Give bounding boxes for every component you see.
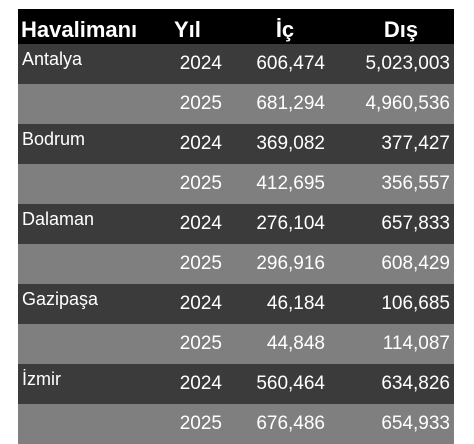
header-international: Dış <box>328 9 454 44</box>
cell-year: 2024 <box>168 124 224 164</box>
cell-domestic: 412,695 <box>224 164 328 204</box>
cell-domestic: 369,082 <box>224 124 328 164</box>
cell-year: 2024 <box>168 364 224 404</box>
cell-domestic: 560,464 <box>224 364 328 404</box>
cell-domestic: 681,294 <box>224 84 328 124</box>
cell-international: 106,685 <box>328 284 454 324</box>
cell-airport <box>18 84 168 124</box>
cell-domestic: 46,184 <box>224 284 328 324</box>
table-row: Bodrum 2024 369,082 377,427 <box>18 124 454 164</box>
cell-year: 2025 <box>168 164 224 204</box>
cell-year: 2024 <box>168 44 224 84</box>
cell-airport: İzmir <box>18 364 168 404</box>
cell-international: 114,087 <box>328 324 454 364</box>
airport-passenger-table: Havalimanı Yıl İç Dış Antalya 2024 606,474… <box>18 9 454 444</box>
cell-year: 2025 <box>168 404 224 444</box>
header-domestic: İç <box>224 9 328 44</box>
cell-domestic: 296,916 <box>224 244 328 284</box>
cell-international: 356,557 <box>328 164 454 204</box>
table-row: Antalya 2024 606,474 5,023,003 <box>18 44 454 84</box>
cell-year: 2025 <box>168 84 224 124</box>
cell-airport <box>18 324 168 364</box>
cell-international: 4,960,536 <box>328 84 454 124</box>
cell-international: 654,933 <box>328 404 454 444</box>
cell-airport: Bodrum <box>18 124 168 164</box>
cell-international: 657,833 <box>328 204 454 244</box>
cell-year: 2025 <box>168 244 224 284</box>
cell-airport <box>18 164 168 204</box>
cell-international: 608,429 <box>328 244 454 284</box>
table-body: Antalya 2024 606,474 5,023,003 2025 681,294 4,… <box>18 44 454 444</box>
cell-year: 2025 <box>168 324 224 364</box>
table-row: 2025 412,695 356,557 <box>18 164 454 204</box>
cell-international: 377,427 <box>328 124 454 164</box>
cell-domestic: 606,474 <box>224 44 328 84</box>
table-row: İzmir 2024 560,464 634,826 <box>18 364 454 404</box>
cell-domestic: 44,848 <box>224 324 328 364</box>
cell-international: 5,023,003 <box>328 44 454 84</box>
cell-airport: Dalaman <box>18 204 168 244</box>
cell-airport: Antalya <box>18 44 168 84</box>
cell-airport <box>18 404 168 444</box>
header-year: Yıl <box>168 9 224 44</box>
cell-year: 2024 <box>168 204 224 244</box>
table-row: 2025 296,916 608,429 <box>18 244 454 284</box>
table-row: Gazipaşa 2024 46,184 106,685 <box>18 284 454 324</box>
cell-airport: Gazipaşa <box>18 284 168 324</box>
table-row: 2025 681,294 4,960,536 <box>18 84 454 124</box>
table-row: 2025 676,486 654,933 <box>18 404 454 444</box>
header-airport: Havalimanı <box>18 9 168 44</box>
cell-international: 634,826 <box>328 364 454 404</box>
table-header-row: Havalimanı Yıl İç Dış <box>18 9 454 44</box>
cell-domestic: 276,104 <box>224 204 328 244</box>
cell-year: 2024 <box>168 284 224 324</box>
cell-airport <box>18 244 168 284</box>
table-row: 2025 44,848 114,087 <box>18 324 454 364</box>
cell-domestic: 676,486 <box>224 404 328 444</box>
table-row: Dalaman 2024 276,104 657,833 <box>18 204 454 244</box>
